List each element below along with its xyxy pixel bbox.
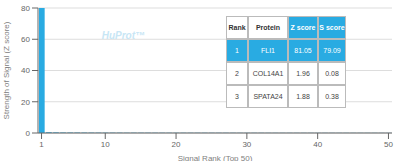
- svg-text:20: 20: [172, 140, 181, 149]
- svg-text:60: 60: [21, 35, 30, 44]
- svg-text:20: 20: [21, 98, 30, 107]
- html-text:0.08: 0.08: [325, 70, 339, 77]
- svg-text:1: 1: [39, 140, 44, 149]
- html-text:79.09: 79.09: [323, 47, 341, 54]
- html-text:81.05: 81.05: [294, 47, 312, 54]
- svg-text:40: 40: [313, 140, 322, 149]
- svg-text:Signal Rank (Top 50): Signal Rank (Top 50): [178, 154, 253, 161]
- svg-text:40: 40: [21, 66, 30, 75]
- html-text:1: 1: [235, 47, 239, 54]
- svg-text:Strength of Signal (Z score): Strength of Signal (Z score): [8, 21, 11, 119]
- html-text:HuProt™: HuProt™: [101, 29, 146, 41]
- html-text:0.38: 0.38: [325, 93, 339, 100]
- html-text:3: 3: [235, 93, 239, 100]
- svg-text:80: 80: [21, 4, 30, 13]
- html-text:Protein: Protein: [255, 24, 281, 31]
- html-text:SPATA24: SPATA24: [253, 93, 283, 100]
- html-text:2: 2: [235, 70, 239, 77]
- html-text:COL14A1: COL14A1: [252, 70, 284, 77]
- svg-text:50: 50: [384, 140, 392, 149]
- html-text:Z score: Z score: [290, 24, 316, 31]
- html-text:1.96: 1.96: [296, 70, 310, 77]
- html-text:S score: S score: [319, 24, 345, 31]
- svg-text:30: 30: [242, 140, 251, 149]
- html-text:1.88: 1.88: [296, 93, 310, 100]
- svg-text:10: 10: [101, 140, 110, 149]
- svg-text:0: 0: [26, 129, 31, 138]
- html-text:FLI1: FLI1: [261, 47, 275, 54]
- html-text:Rank: Rank: [228, 24, 246, 31]
